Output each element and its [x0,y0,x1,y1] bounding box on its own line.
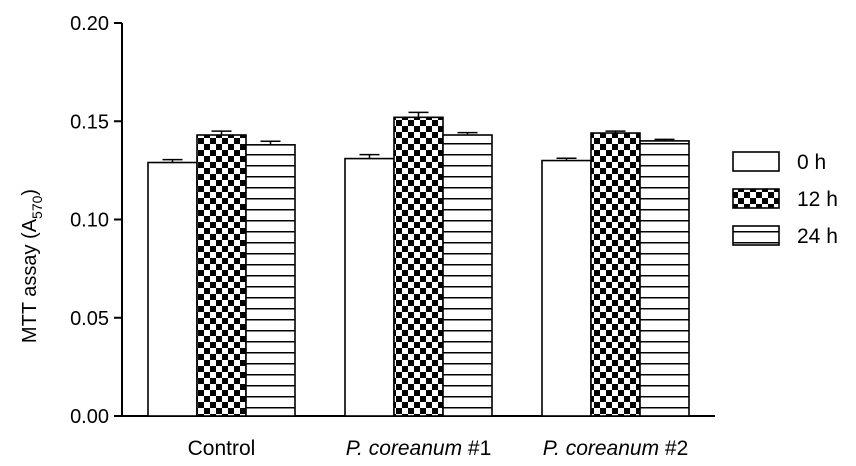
y-tick-label: 0.00 [70,406,109,428]
bar [344,157,395,417]
category-label: Control [188,437,256,460]
category-label-text: #1 [462,437,491,460]
y-tick-label: 0.15 [70,111,109,133]
bar [590,132,641,417]
bar [442,134,493,417]
bar [147,161,198,417]
bar [639,140,690,417]
category-label-italic: P. coreanum [543,437,659,460]
bars [147,111,690,417]
bar [196,134,247,417]
legend-label: 24 h [797,225,838,248]
bar [245,144,296,417]
y-axis-label: MTT assay (A570) [19,189,45,343]
y-axis-label-subscript: 570 [29,195,45,219]
legend-swatch [732,225,780,246]
category-label: P. coreanum #1 [346,437,492,460]
y-tick-label: 0.05 [70,308,109,330]
y-axis-label-close: ) [19,189,41,196]
category-label-italic: P. coreanum [346,437,462,460]
bar [541,159,592,417]
legend-swatch [732,151,780,172]
y-tick-label: 0.20 [70,13,109,35]
legend-swatch [732,188,780,209]
legend-label: 0 h [797,151,826,174]
legend-label: 12 h [797,188,838,211]
category-label-text: #2 [659,437,688,460]
y-axis-label-main: MTT assay (A [19,218,41,343]
category-label-text: Control [188,437,256,460]
legend: 0 h 12 h 24 h [732,151,838,248]
bar [393,116,444,417]
category-label: P. coreanum #2 [543,437,689,460]
x-axis-labels: Control P. coreanum #1 P. coreanum #2 [188,437,689,460]
y-tick-label: 0.10 [70,210,109,232]
